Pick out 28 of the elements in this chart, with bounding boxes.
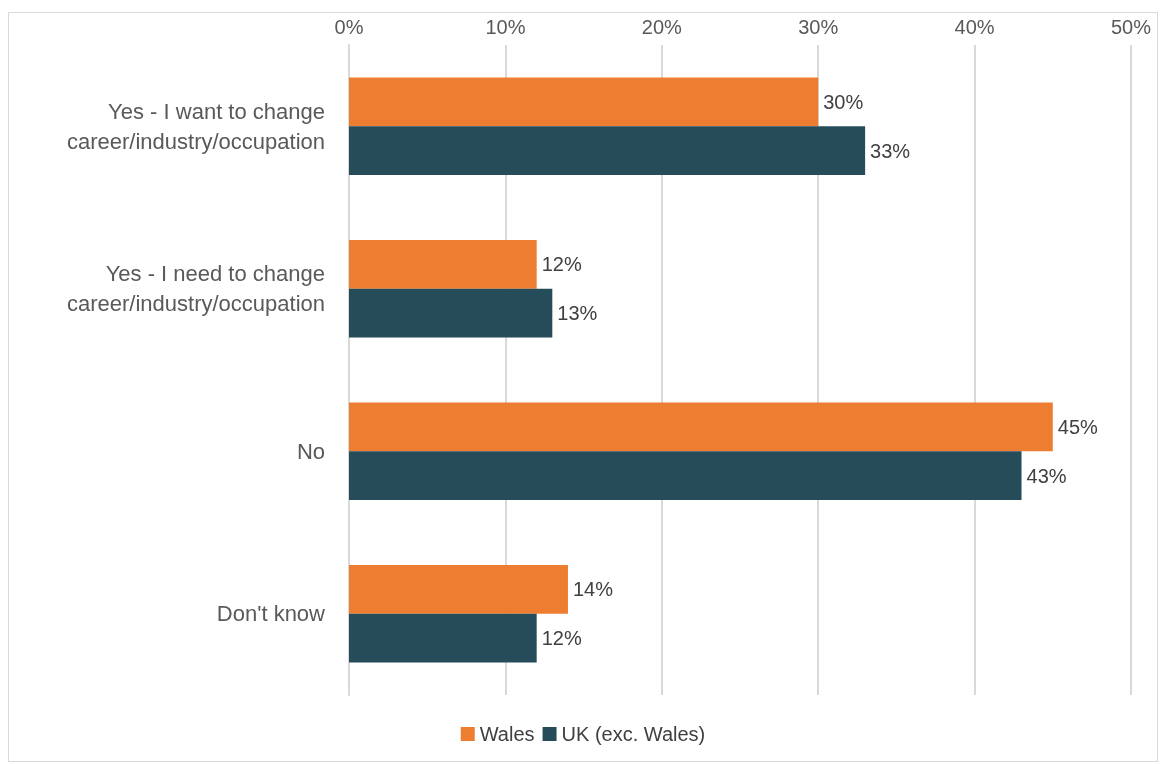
y-tick-label: Yes - I want to change career/industry/occupation bbox=[66, 98, 325, 154]
y-tick-label: No bbox=[296, 438, 325, 464]
data-label: 12% bbox=[541, 627, 582, 650]
x-tick-label: 10% bbox=[485, 16, 526, 38]
data-label: 33% bbox=[870, 139, 911, 162]
bar bbox=[349, 451, 1022, 500]
bar bbox=[349, 565, 568, 614]
legend-label: Wales bbox=[479, 723, 535, 745]
data-label: 43% bbox=[1026, 464, 1067, 487]
data-label: 30% bbox=[823, 90, 864, 113]
bar bbox=[349, 613, 537, 663]
x-tick-label: 40% bbox=[954, 16, 995, 38]
bar bbox=[349, 402, 1053, 452]
x-tick-label: 20% bbox=[641, 16, 683, 38]
data-label: 14% bbox=[572, 578, 614, 601]
data-label: 13% bbox=[557, 302, 598, 325]
y-tick-label: Yes - I need to change career/industry/occupation bbox=[66, 261, 325, 317]
x-tick-label: 50% bbox=[1110, 16, 1152, 38]
legend-label: UK (exc. Wales) bbox=[561, 723, 706, 745]
x-tick-label: 30% bbox=[798, 16, 839, 38]
data-label: 45% bbox=[1057, 415, 1099, 438]
bar bbox=[349, 288, 553, 338]
bar bbox=[349, 126, 866, 175]
data-label: 12% bbox=[541, 253, 582, 276]
bar bbox=[349, 240, 537, 289]
bar bbox=[349, 77, 819, 127]
y-tick-label: Don't know bbox=[216, 601, 326, 627]
x-tick-label: 0% bbox=[334, 16, 364, 38]
